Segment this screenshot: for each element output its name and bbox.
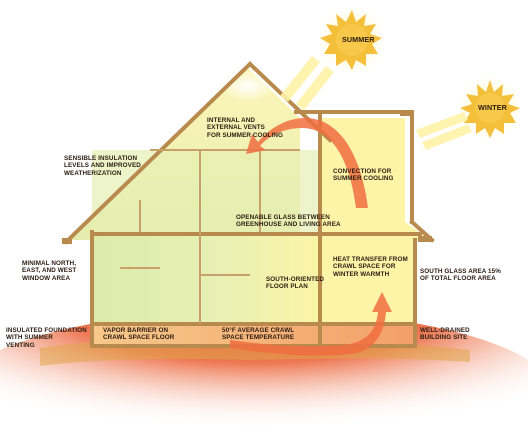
interior-studs [120, 149, 300, 324]
summer-label: SUMMER [342, 35, 375, 44]
convection-label: CONVECTION FOR SUMMER COOLING [333, 168, 394, 183]
winter-sunbeams [416, 112, 472, 150]
crawl-temp-label: 50°F AVERAGE CRAWL SPACE TEMPERATURE [222, 327, 295, 342]
drained-site-label: WELL-DRAINED BUILDING SITE [420, 327, 470, 342]
vent-arrow [246, 118, 368, 208]
foundation-label: INSULATED FOUNDATION WITH SUMMER VENTING [6, 327, 87, 349]
winter-sun-icon [458, 76, 522, 140]
window-area-label: MINIMAL NORTH, EAST, AND WEST WINDOW ARE… [22, 260, 77, 282]
vapor-barrier-label: VAPOR BARRIER ON CRAWL SPACE FLOOR [103, 327, 175, 342]
winter-label: WINTER [478, 103, 507, 112]
summer-sunbeams [280, 56, 334, 110]
vents-label: INTERNAL AND EXTERNAL VENTS FOR SUMMER C… [207, 117, 283, 139]
openable-glass-label: OPENABLE GLASS BETWEEN GREENHOUSE AND LI… [236, 214, 341, 229]
crawl-space [92, 324, 415, 346]
insulation-label: SENSIBLE INSULATION LEVELS AND IMPROVED … [64, 155, 141, 177]
floor-plan-label: SOUTH-ORIENTED FLOOR PLAN [266, 276, 325, 291]
upper-living-area [92, 150, 320, 234]
living-area [92, 232, 320, 324]
heat-transfer-label: HEAT TRANSFER FROM CRAWL SPACE FOR WINTE… [333, 256, 408, 278]
convection-arrow [230, 292, 392, 356]
eave-brackets [62, 110, 432, 244]
summer-sun-icon [318, 6, 386, 74]
south-glass-label: SOUTH GLASS AREA 15% OF TOTAL FLOOR AREA [420, 268, 501, 283]
